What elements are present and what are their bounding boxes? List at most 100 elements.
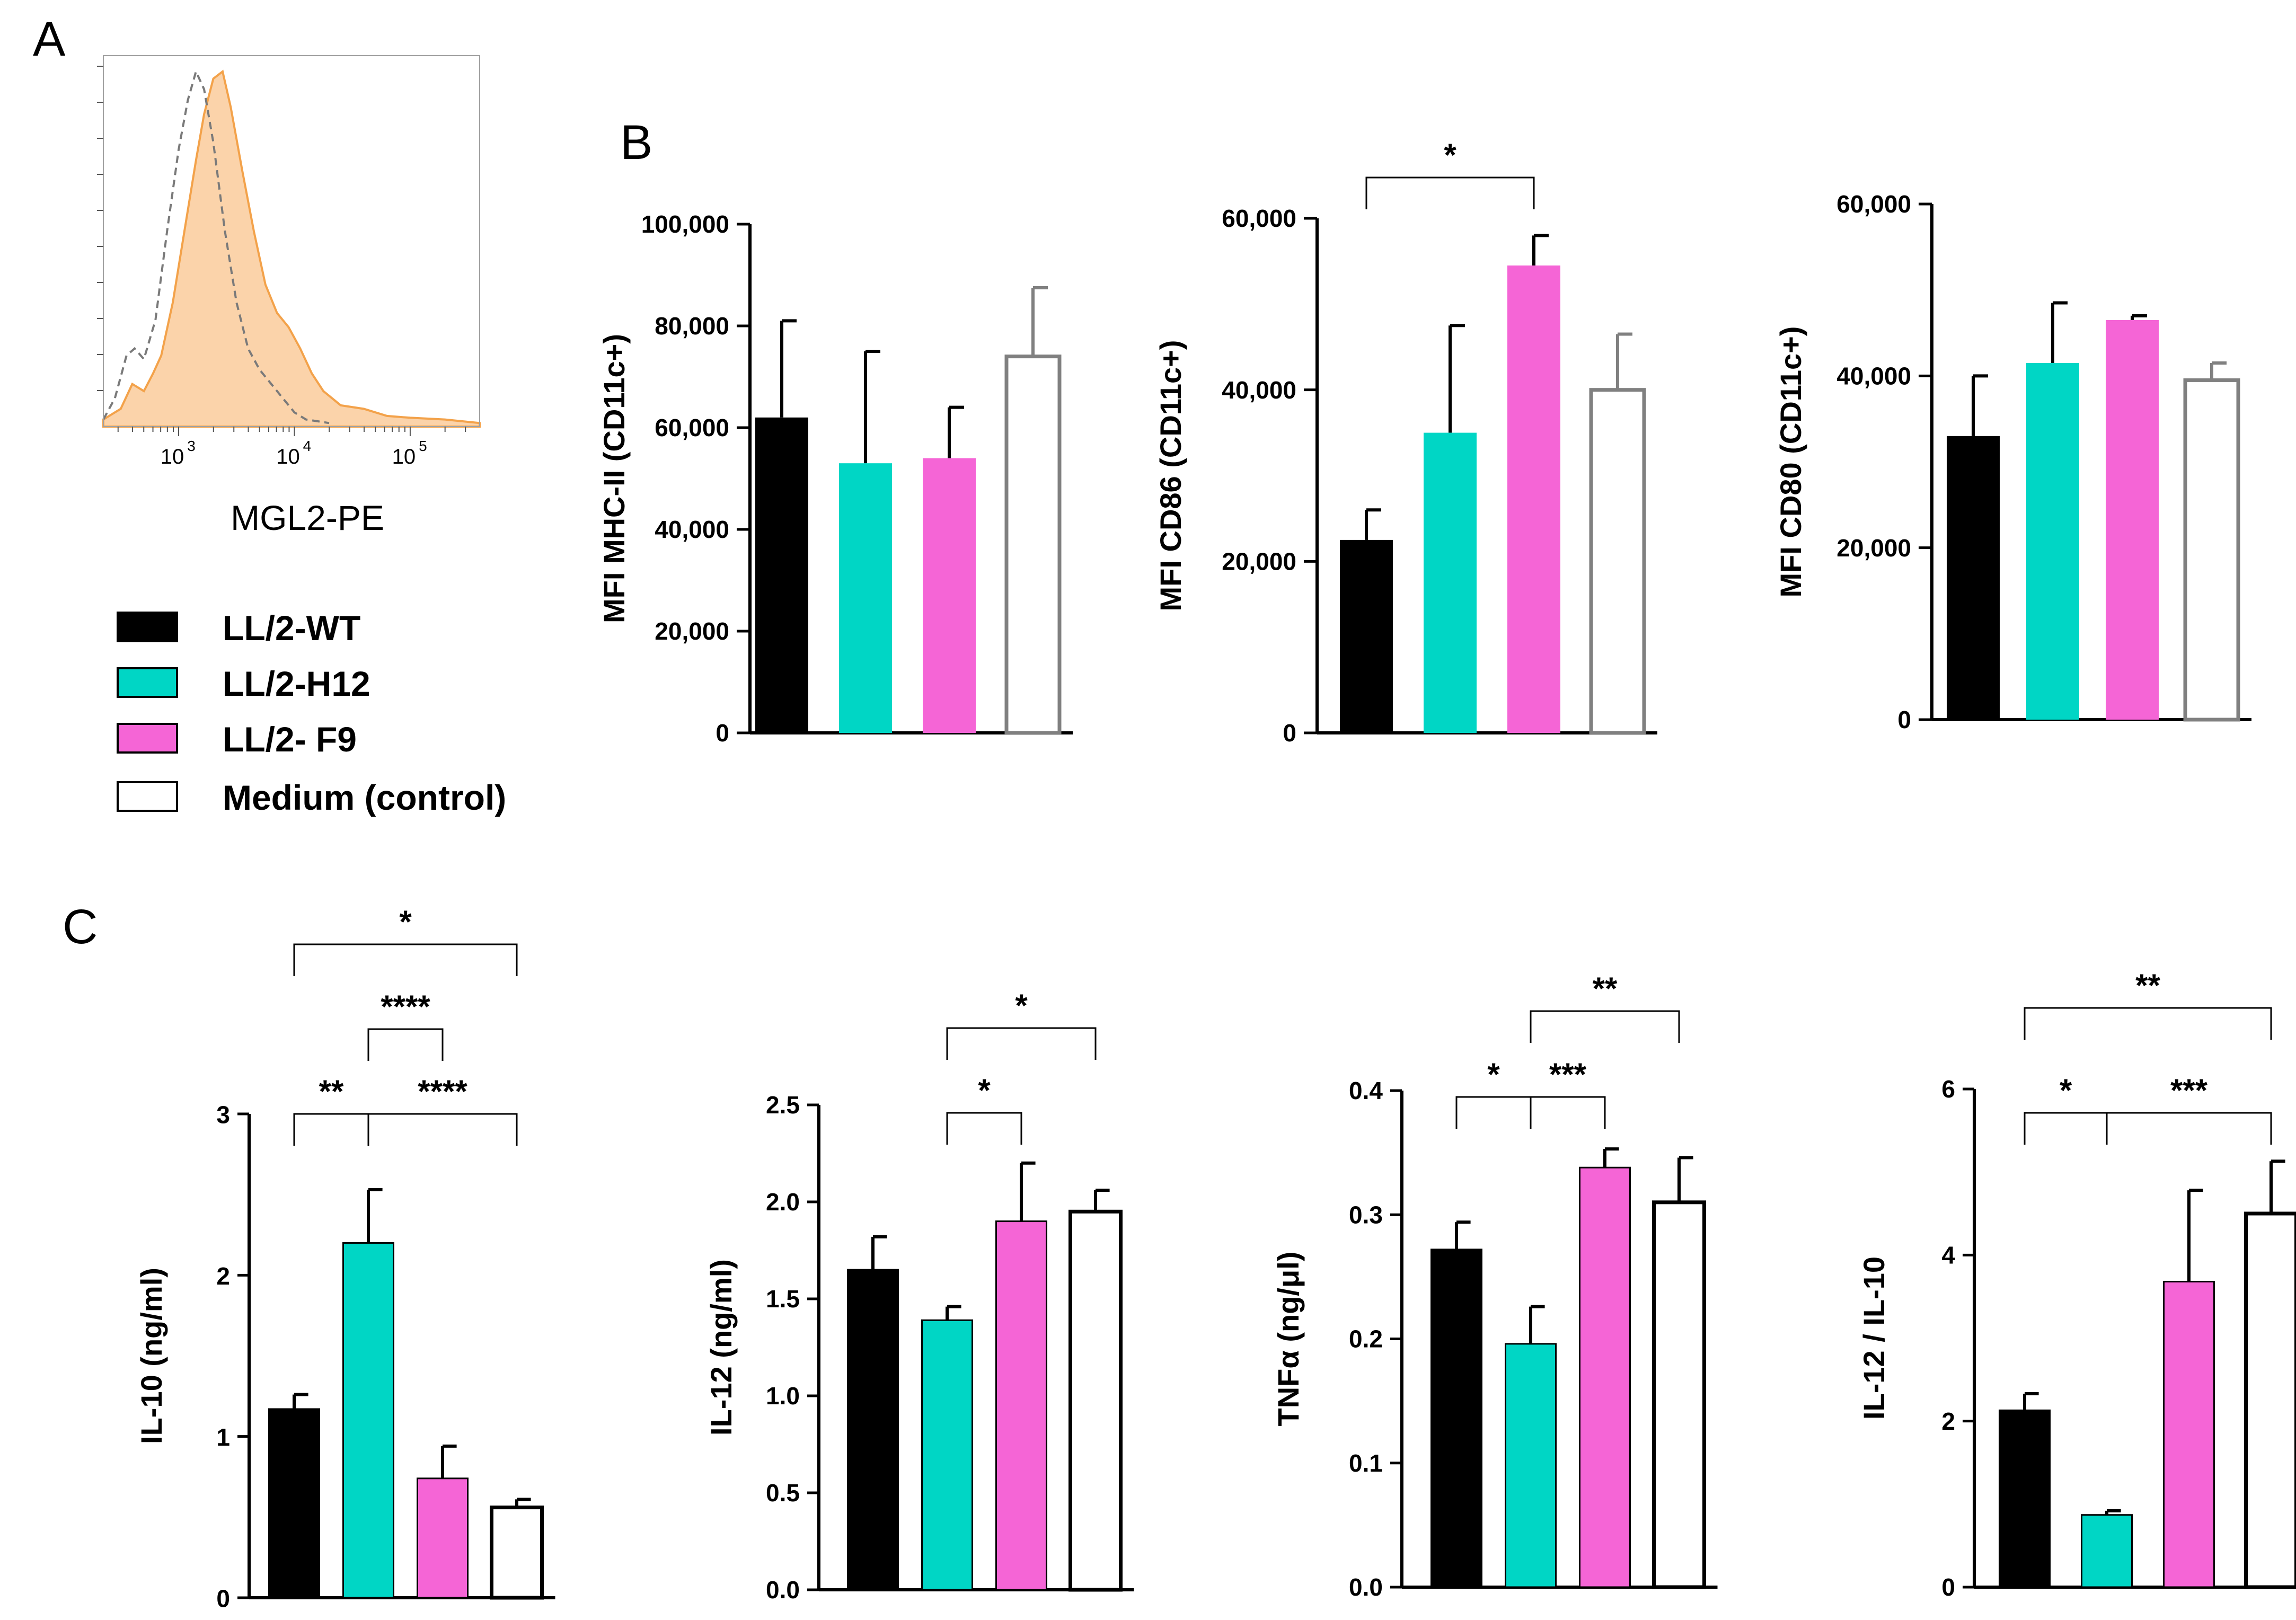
y-tick-label: 40,000	[1222, 376, 1296, 404]
significance-label: *	[1487, 1057, 1500, 1092]
significance-label: ***	[2170, 1073, 2208, 1108]
y-tick-label: 0.0	[766, 1576, 800, 1604]
chart-il12: 0.0 0.5 1.0 1.5 2.0 2.5 IL-12 (ng/ml) * *	[704, 988, 1134, 1604]
y-tick-label: 0	[1897, 706, 1911, 733]
bar-ll-2-wt	[1430, 1249, 1482, 1588]
histogram-x-label: MGL2-PE	[231, 498, 384, 537]
bar-ll-2-h12	[342, 1242, 394, 1599]
y-tick-label: 60,000	[1222, 205, 1296, 232]
y-axis-title: IL-12 / IL-10	[1857, 1256, 1891, 1420]
bar-ll-2-f9	[2106, 320, 2159, 720]
y-axis-title: MFI CD86 (CD11c+)	[1154, 340, 1187, 612]
y-tick-label: 1	[216, 1423, 230, 1451]
panel-label-c: C	[63, 900, 98, 954]
bar-medium-control-	[1652, 1200, 1706, 1589]
y-tick-label: 20,000	[1836, 534, 1911, 562]
significance-label: *	[2060, 1073, 2072, 1108]
bar-medium-control-	[490, 1506, 544, 1600]
bar-medium-control-	[1589, 388, 1646, 735]
bar-ll-2-f9	[417, 1477, 469, 1599]
significance-bracket	[367, 1028, 444, 1061]
bar-ll-2-h12	[921, 1319, 973, 1591]
bar-ll-2-wt	[1340, 539, 1393, 733]
bar-medium-control-	[2183, 378, 2240, 722]
y-tick-label: 0.3	[1349, 1201, 1383, 1228]
legend-swatch-h12	[117, 667, 178, 698]
significance-label: **	[2135, 968, 2160, 1003]
significance-bracket	[1530, 1010, 1680, 1043]
y-tick-label: 4	[1941, 1241, 1955, 1269]
chart-cd80: 0 20,000 40,000 60,000 MFI CD80 (CD11c+)	[1774, 190, 2251, 733]
y-axis-title: MFI MHC-II (CD11c+)	[597, 334, 631, 623]
y-tick-label: 2	[1941, 1407, 1955, 1435]
y-tick-label: 2.0	[766, 1188, 800, 1216]
bar-ll-2-f9	[1579, 1166, 1631, 1588]
y-tick-label: 0.5	[766, 1479, 800, 1507]
bar-ll-2-f9	[923, 458, 976, 733]
chart-mhc-ii: 0 20,000 40,000 60,000 80,000 100,000 MFI MHC-…	[597, 210, 1073, 747]
y-axis-title: MFI CD80 (CD11c+)	[1774, 326, 1807, 598]
y-tick-label: 60,000	[1836, 190, 1911, 218]
significance-bracket	[1455, 1096, 1532, 1129]
legend-swatch-f9	[117, 723, 178, 754]
y-tick-label: 2.5	[766, 1091, 800, 1119]
bar-ll-2-f9	[2163, 1280, 2215, 1588]
y-tick-label: 0	[1283, 719, 1296, 747]
panel-label-a: A	[33, 12, 66, 66]
y-tick-label: 20,000	[655, 617, 729, 645]
panel-label-b: B	[620, 116, 652, 170]
significance-bracket	[946, 1027, 1097, 1060]
bar-ll-2-h12	[2081, 1514, 2133, 1588]
y-tick-label: 1.5	[766, 1285, 800, 1313]
bar-ll-2-wt	[1999, 1409, 2051, 1588]
significance-label: ****	[381, 989, 430, 1024]
significance-label: ****	[418, 1074, 467, 1109]
legend-swatch-wt	[117, 612, 178, 642]
histogram-sample-curve	[102, 69, 481, 428]
y-tick-label: 40,000	[655, 516, 729, 543]
y-tick-label: 0	[716, 719, 729, 747]
bar-ll-2-wt	[755, 417, 808, 733]
significance-label: ***	[1549, 1057, 1587, 1092]
bar-ll-2-h12	[2026, 363, 2079, 720]
y-axis-title: TNFα (ng/μl)	[1271, 1252, 1305, 1427]
y-tick-label: 80,000	[655, 312, 729, 340]
y-tick-label: 0.4	[1349, 1077, 1383, 1104]
y-tick-label: 3	[216, 1101, 230, 1129]
bar-ll-2-wt	[1947, 436, 2000, 720]
significance-bracket	[367, 1113, 518, 1146]
histogram-tick-exponent: 4	[303, 438, 312, 454]
legend-swatch-medium	[117, 781, 178, 812]
bar-medium-control-	[2244, 1211, 2296, 1589]
y-tick-label: 2	[216, 1262, 230, 1290]
significance-bracket	[293, 943, 518, 976]
y-tick-label: 6	[1941, 1075, 1955, 1103]
bar-ll-2-h12	[1424, 432, 1477, 733]
histogram-tick-label: 10	[161, 445, 184, 468]
y-tick-label: 40,000	[1836, 362, 1911, 389]
legend-label-f9: LL/2- F9	[223, 720, 357, 759]
bar-medium-control-	[1004, 355, 1062, 735]
significance-label: *	[399, 904, 412, 940]
histogram-tick-label: 10	[392, 445, 416, 468]
bar-ll-2-wt	[268, 1408, 320, 1599]
legend-label-medium: Medium (control)	[223, 778, 506, 817]
y-tick-label: 60,000	[655, 414, 729, 441]
y-tick-label: 20,000	[1222, 547, 1296, 575]
significance-label: **	[1593, 971, 1618, 1006]
y-axis-title: IL-10 (ng/ml)	[135, 1268, 168, 1444]
histogram-tick-exponent: 5	[419, 438, 427, 454]
legend-label-h12: LL/2-H12	[223, 664, 370, 703]
significance-label: **	[319, 1074, 344, 1109]
bar-medium-control-	[1068, 1209, 1123, 1592]
chart-cd86: 0 20,000 40,000 60,000 MFI CD86 (CD11c+) *	[1154, 137, 1657, 747]
legend-label-wt: LL/2-WT	[223, 608, 360, 648]
bar-ll-2-f9	[1507, 265, 1560, 733]
y-tick-label: 0.0	[1349, 1573, 1383, 1601]
bar-ll-2-f9	[995, 1220, 1047, 1591]
histogram-tick-label: 10	[276, 445, 300, 468]
